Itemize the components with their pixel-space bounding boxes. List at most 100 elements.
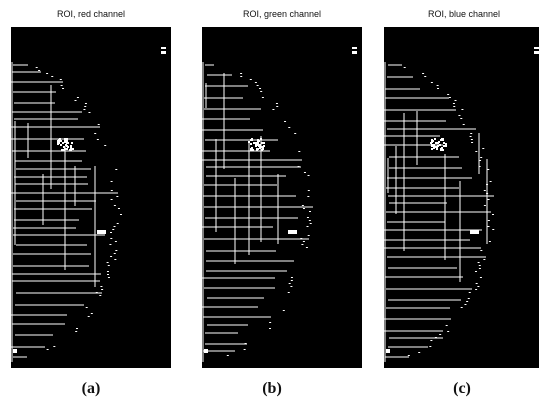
boundary-speckle <box>306 217 309 218</box>
boundary-speckle <box>84 106 87 107</box>
dense-region-pixel <box>61 149 63 151</box>
roi-blue-channel-graphic <box>384 47 539 362</box>
boundary-speckle <box>114 259 117 260</box>
boundary-speckle <box>46 349 49 350</box>
boundary-speckle <box>115 250 118 251</box>
tissue-edge-network <box>11 62 118 362</box>
boundary-speckle <box>306 226 309 227</box>
boundary-speckle <box>430 340 433 341</box>
corner-marker <box>161 47 166 49</box>
boundary-speckle <box>309 223 312 224</box>
boundary-speckle <box>84 103 87 104</box>
boundary-speckle <box>110 199 113 200</box>
boundary-speckle <box>470 139 473 140</box>
boundary-speckle <box>110 238 113 239</box>
corner-marker <box>352 51 357 54</box>
boundary-speckle <box>467 298 470 299</box>
boundary-speckle <box>307 190 310 191</box>
boundary-speckle <box>260 91 263 92</box>
bright-patch <box>97 230 106 234</box>
boundary-speckle <box>109 244 112 245</box>
boundary-speckle <box>254 82 257 83</box>
boundary-speckle <box>308 211 311 212</box>
boundary-speckle <box>480 250 483 251</box>
boundary-speckle <box>478 166 481 167</box>
boundary-speckle <box>35 67 38 68</box>
boundary-speckle <box>483 259 486 260</box>
dense-region-pixel <box>62 142 64 144</box>
roi-green-channel-image <box>202 27 362 368</box>
dense-region-pixel <box>67 142 69 144</box>
boundary-speckle <box>466 301 469 302</box>
boundary-speckle <box>59 79 62 80</box>
boundary-speckle <box>53 346 56 347</box>
dense-region-pixel <box>64 148 66 150</box>
dense-region-pixel <box>445 143 447 145</box>
panel-b-title: ROI, green channel <box>242 9 322 19</box>
boundary-speckle <box>51 76 54 77</box>
boundary-speckle <box>244 343 247 344</box>
boundary-speckle <box>430 82 433 83</box>
corner-marker <box>352 47 357 49</box>
tissue-edge-network <box>384 62 494 362</box>
dense-region-pixel <box>250 143 252 145</box>
boundary-speckle <box>429 346 432 347</box>
boundary-speckle <box>489 181 492 182</box>
boundary-speckle <box>487 220 490 221</box>
dense-region-blob <box>430 138 447 151</box>
boundary-speckle <box>492 229 495 230</box>
bottom-marker <box>386 349 390 353</box>
boundary-speckle <box>288 127 291 128</box>
caption-a: (a) <box>81 380 101 397</box>
boundary-speckle <box>458 115 461 116</box>
boundary-speckle <box>307 196 310 197</box>
boundary-speckle <box>106 271 109 272</box>
boundary-speckle <box>290 280 293 281</box>
panel-a-title: ROI, red channel <box>56 9 126 19</box>
dense-region-pixel <box>64 138 66 140</box>
dense-region-pixel <box>255 142 257 144</box>
boundary-speckle <box>106 274 109 275</box>
boundary-speckle <box>477 262 480 263</box>
boundary-speckle <box>287 292 290 293</box>
boundary-speckle <box>46 73 49 74</box>
boundary-speckle <box>483 205 486 206</box>
boundary-speckle <box>243 349 246 350</box>
boundary-speckle <box>434 337 437 338</box>
bright-patch <box>470 230 479 234</box>
boundary-speckle <box>113 253 116 254</box>
dense-region-pixel <box>262 146 264 148</box>
boundary-speckle <box>460 307 463 308</box>
dense-region-pixel <box>70 145 72 147</box>
boundary-speckle <box>261 97 264 98</box>
dense-region-pixel <box>72 148 74 150</box>
boundary-speckle <box>107 277 110 278</box>
boundary-speckle <box>110 190 113 191</box>
boundary-speckle <box>478 268 481 269</box>
boundary-speckle <box>422 73 425 74</box>
dense-region-pixel <box>443 142 445 144</box>
boundary-speckle <box>454 100 457 101</box>
boundary-speckle <box>479 160 482 161</box>
boundary-speckle <box>83 109 86 110</box>
dense-region-pixel <box>71 142 73 144</box>
boundary-speckle <box>117 208 120 209</box>
caption-b: (b) <box>262 380 282 397</box>
boundary-speckle <box>110 181 113 182</box>
dense-region-pixel <box>251 147 253 149</box>
boundary-speckle <box>95 292 98 293</box>
boundary-speckle <box>76 97 79 98</box>
boundary-speckle <box>115 169 118 170</box>
boundary-speckle <box>407 355 410 356</box>
boundary-speckle <box>38 70 41 71</box>
boundary-speckle <box>452 103 455 104</box>
dense-region-pixel <box>259 147 261 149</box>
boundary-speckle <box>487 169 490 170</box>
boundary-speckle <box>256 85 259 86</box>
dense-region-pixel <box>443 145 445 147</box>
boundary-speckle <box>487 226 490 227</box>
dense-region-pixel <box>257 144 259 146</box>
boundary-speckle <box>294 133 297 134</box>
boundary-speckle <box>101 289 104 290</box>
boundary-speckle <box>75 331 78 332</box>
